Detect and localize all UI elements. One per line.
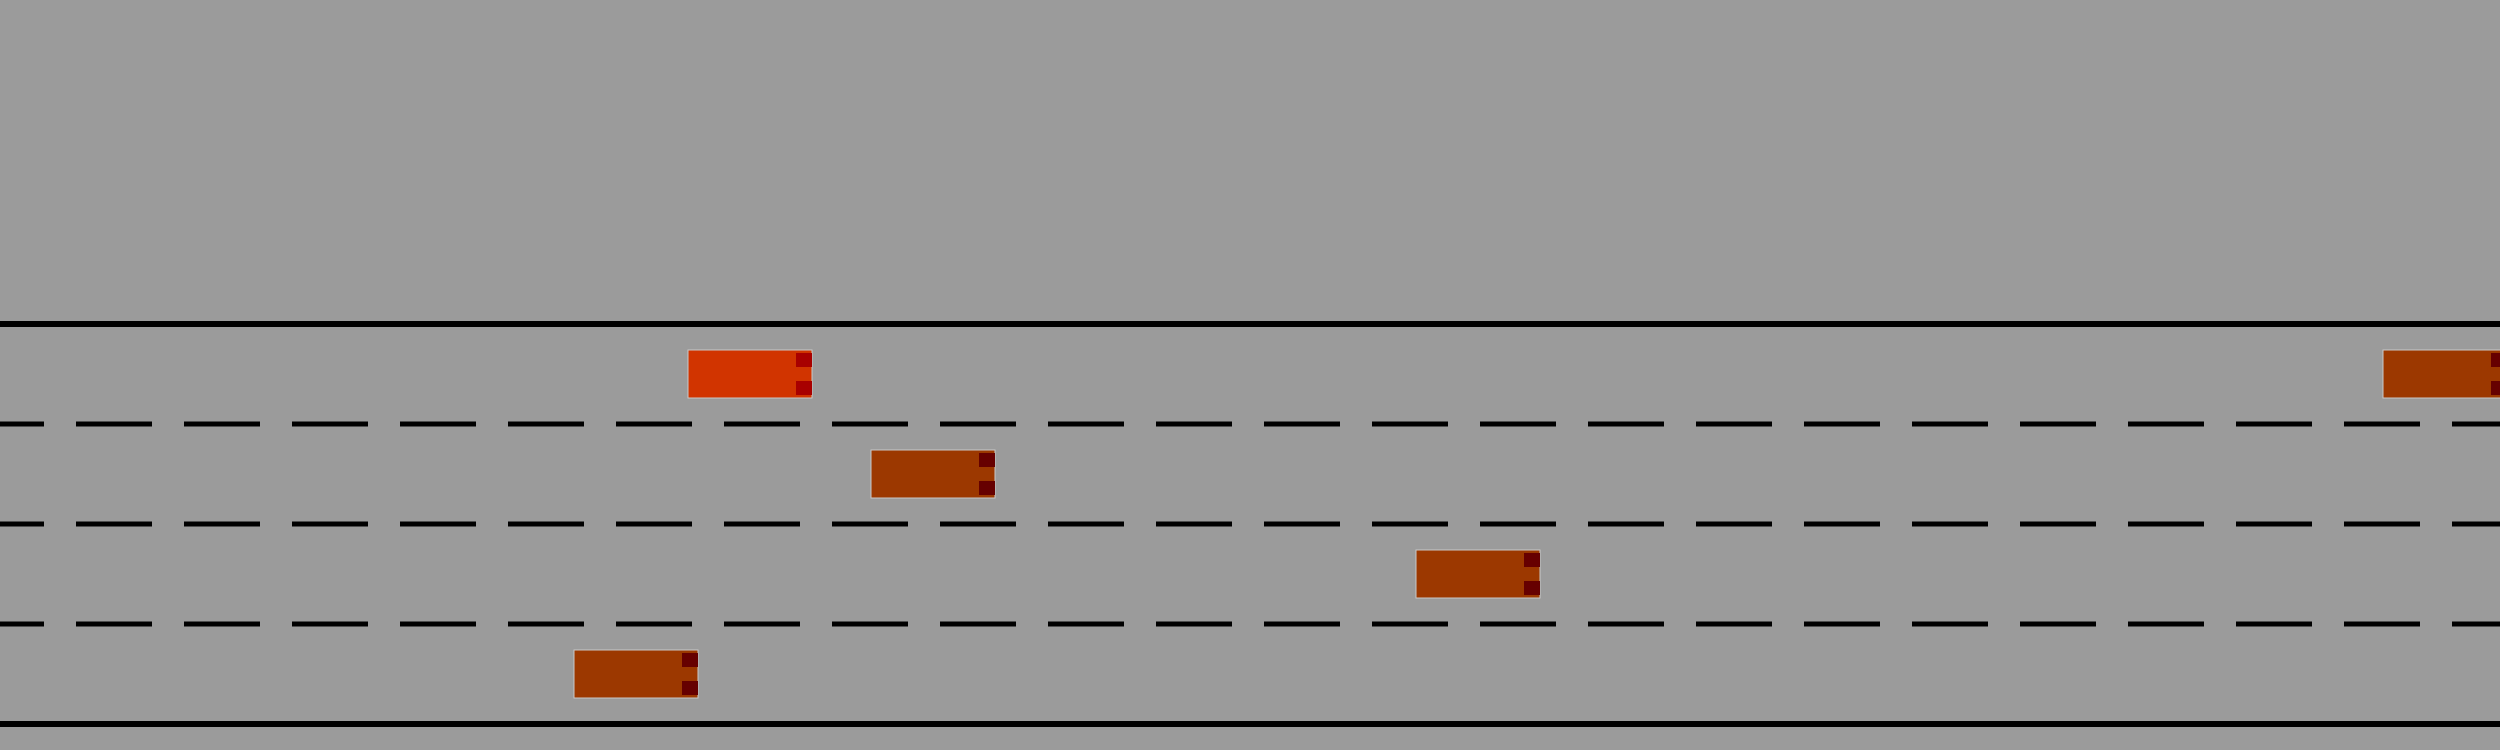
headlight-icon bbox=[1524, 553, 1540, 567]
vehicle-body bbox=[870, 449, 996, 499]
headlight-icon bbox=[682, 653, 698, 667]
vehicle-body bbox=[573, 649, 699, 699]
headlight-icon bbox=[682, 681, 698, 695]
other-vehicle bbox=[573, 649, 699, 699]
ego-vehicle bbox=[687, 349, 813, 399]
vehicle-body bbox=[687, 349, 813, 399]
other-vehicle bbox=[870, 449, 996, 499]
other-vehicle bbox=[1415, 549, 1541, 599]
headlight-icon bbox=[796, 353, 812, 367]
headlight-icon bbox=[979, 481, 995, 495]
headlight-icon bbox=[2491, 381, 2500, 395]
vehicle-body bbox=[1415, 549, 1541, 599]
vehicle-body bbox=[2382, 349, 2500, 399]
headlight-icon bbox=[979, 453, 995, 467]
headlight-icon bbox=[2491, 353, 2500, 367]
headlight-icon bbox=[796, 381, 812, 395]
lane-markings bbox=[0, 321, 2500, 727]
vehicles bbox=[573, 349, 2500, 699]
headlight-icon bbox=[1524, 581, 1540, 595]
other-vehicle bbox=[2382, 349, 2500, 399]
